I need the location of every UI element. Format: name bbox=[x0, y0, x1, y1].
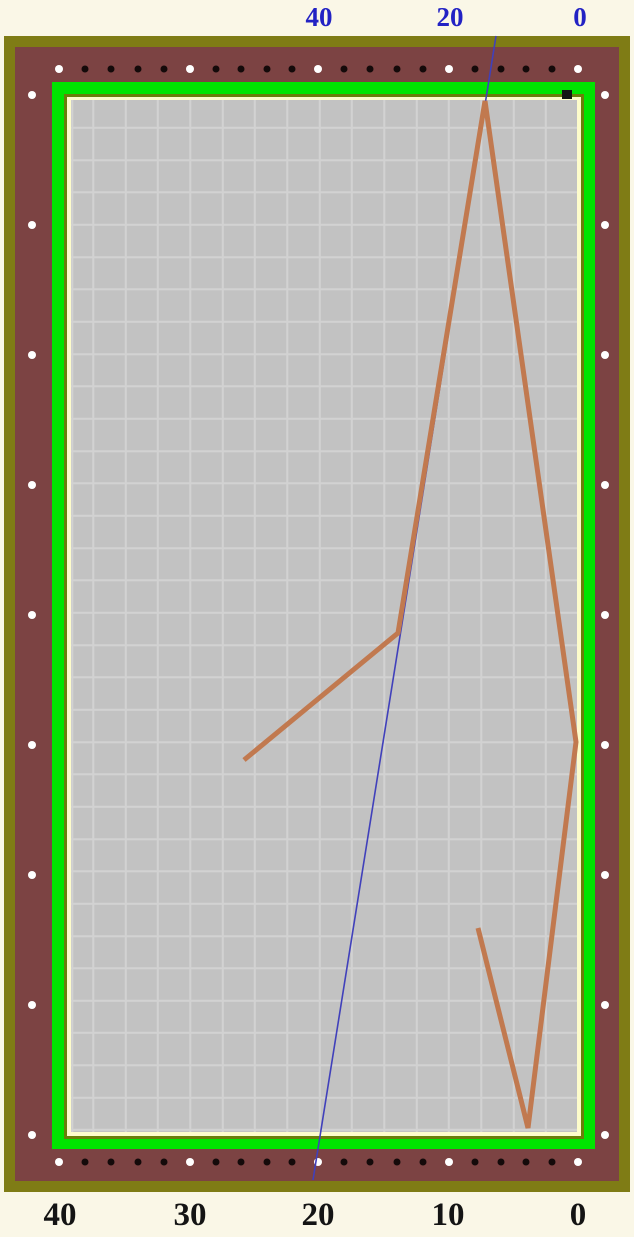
playfield[interactable] bbox=[71, 100, 577, 1132]
white-sight-dot bbox=[601, 871, 609, 879]
black-sight-dot bbox=[366, 65, 374, 73]
black-sight-dot bbox=[497, 65, 505, 73]
white-sight-dot bbox=[28, 481, 36, 489]
white-sight-dot bbox=[445, 65, 453, 73]
black-sight-dot bbox=[81, 65, 89, 73]
white-sight-dot bbox=[314, 1158, 322, 1166]
white-sight-dot bbox=[601, 221, 609, 229]
white-sight-dot bbox=[28, 741, 36, 749]
white-sight-dot bbox=[601, 351, 609, 359]
white-sight-dot bbox=[55, 1158, 63, 1166]
black-sight-dot bbox=[419, 1158, 427, 1166]
bottom-axis-label-20: 20 bbox=[301, 1197, 335, 1233]
white-sight-dot bbox=[314, 65, 322, 73]
white-sight-dot bbox=[186, 65, 194, 73]
black-sight-dot bbox=[160, 65, 168, 73]
black-sight-dot bbox=[212, 1158, 220, 1166]
white-sight-dot bbox=[601, 481, 609, 489]
black-sight-dot bbox=[393, 65, 401, 73]
black-sight-dot bbox=[160, 1158, 168, 1166]
black-sight-dot bbox=[340, 1158, 348, 1166]
top-axis-label-20: 20 bbox=[436, 2, 464, 32]
white-sight-dot bbox=[601, 611, 609, 619]
white-sight-dot bbox=[28, 221, 36, 229]
white-sight-dot bbox=[601, 1131, 609, 1139]
white-sight-dot bbox=[55, 65, 63, 73]
black-sight-dot bbox=[340, 65, 348, 73]
black-sight-dot bbox=[263, 1158, 271, 1166]
black-sight-dot bbox=[81, 1158, 89, 1166]
white-sight-dot bbox=[28, 351, 36, 359]
bottom-axis-label-30: 30 bbox=[173, 1197, 207, 1233]
top-axis-label-40: 40 bbox=[305, 2, 333, 32]
white-sight-dot bbox=[28, 1001, 36, 1009]
bottom-axis-label-40: 40 bbox=[43, 1197, 77, 1233]
black-sight-dot bbox=[288, 1158, 296, 1166]
black-sight-dot bbox=[237, 1158, 245, 1166]
black-sight-dot bbox=[134, 1158, 142, 1166]
black-sight-dot bbox=[288, 65, 296, 73]
top-axis-label-0: 0 bbox=[573, 2, 587, 32]
black-sight-dot bbox=[107, 65, 115, 73]
white-sight-dot bbox=[601, 741, 609, 749]
white-sight-dot bbox=[574, 1158, 582, 1166]
white-sight-dot bbox=[445, 1158, 453, 1166]
black-sight-dot bbox=[237, 65, 245, 73]
black-sight-dot bbox=[366, 1158, 374, 1166]
black-sight-dot bbox=[212, 65, 220, 73]
white-sight-dot bbox=[601, 91, 609, 99]
black-sight-dot bbox=[548, 65, 556, 73]
white-sight-dot bbox=[574, 65, 582, 73]
white-sight-dot bbox=[601, 1001, 609, 1009]
black-sight-dot bbox=[107, 1158, 115, 1166]
black-sight-dot bbox=[263, 65, 271, 73]
black-sight-dot bbox=[522, 1158, 530, 1166]
black-sight-dot bbox=[548, 1158, 556, 1166]
black-sight-dot bbox=[419, 65, 427, 73]
corner-marker bbox=[562, 90, 572, 99]
black-sight-dot bbox=[497, 1158, 505, 1166]
bottom-axis-label-0: 0 bbox=[569, 1197, 587, 1233]
black-sight-dot bbox=[522, 65, 530, 73]
black-sight-dot bbox=[471, 1158, 479, 1166]
black-sight-dot bbox=[471, 65, 479, 73]
white-sight-dot bbox=[28, 91, 36, 99]
black-sight-dot bbox=[134, 65, 142, 73]
white-sight-dot bbox=[28, 611, 36, 619]
white-sight-dot bbox=[28, 871, 36, 879]
black-sight-dot bbox=[393, 1158, 401, 1166]
white-sight-dot bbox=[28, 1131, 36, 1139]
bottom-axis-label-10: 10 bbox=[431, 1197, 465, 1233]
white-sight-dot bbox=[186, 1158, 194, 1166]
